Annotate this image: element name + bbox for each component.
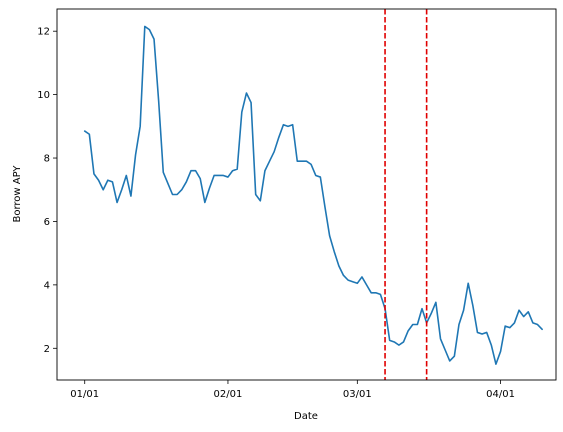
- series-line-0: [83, 25, 543, 365]
- y-axis-ticks: 2 4 6 8 10 12: [37, 27, 57, 355]
- y-tick-label: 10: [37, 90, 50, 101]
- y-tick-label: 2: [44, 344, 50, 355]
- x-tick-label: 01/01: [70, 389, 99, 400]
- x-tick-label: 04/01: [486, 389, 515, 400]
- y-axis-label: Borrow APY: [12, 165, 23, 223]
- y-tick-label: 12: [37, 27, 50, 38]
- plot-frame: [56, 8, 557, 381]
- x-axis-ticks: 01/01 02/01 03/01 04/01: [70, 380, 515, 400]
- y-tick-label: 4: [44, 280, 50, 291]
- x-tick-label: 02/01: [214, 389, 243, 400]
- x-tick-label: 03/01: [343, 389, 372, 400]
- y-tick-label: 8: [44, 154, 50, 165]
- x-axis-label: Date: [294, 411, 318, 422]
- plot-area: [83, 9, 543, 380]
- y-tick-label: 6: [44, 217, 50, 228]
